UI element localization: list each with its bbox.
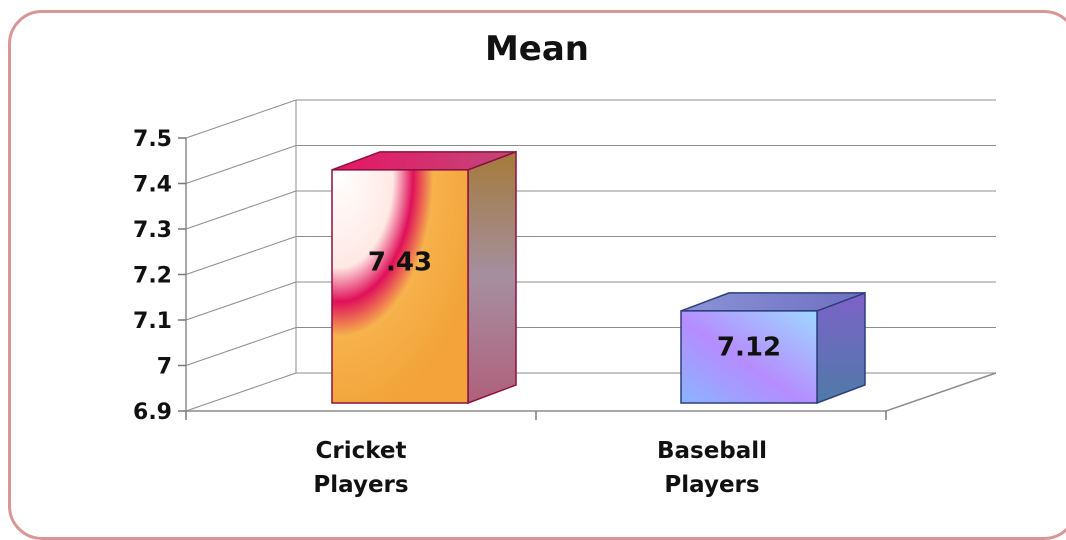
y-tick-label: 7.3	[133, 218, 172, 243]
gridline	[185, 327, 297, 366]
floor-edge	[885, 372, 997, 412]
bar-side	[816, 291, 866, 405]
gridline	[185, 190, 297, 230]
bar-baseball-players: 7.12	[680, 291, 866, 405]
gridline	[185, 236, 297, 275]
x-category-label: Cricket Players	[313, 438, 408, 498]
y-tick-label: 7	[157, 355, 172, 380]
bar-front	[680, 310, 818, 404]
bar-side	[467, 150, 517, 405]
chart-title: Mean	[485, 29, 589, 69]
gridline	[185, 99, 297, 139]
y-tick-label: 7.1	[133, 309, 172, 334]
bar-front	[331, 169, 469, 404]
gridline	[185, 372, 297, 412]
gridline	[185, 281, 297, 321]
data-label: 7.43	[368, 248, 432, 278]
data-label: 7.12	[717, 333, 781, 363]
y-tick-label: 7.4	[133, 173, 172, 198]
x-axis-labels: Cricket Players Baseball Players	[313, 438, 767, 498]
y-tick-label: 7.5	[133, 127, 172, 152]
axes	[185, 100, 997, 420]
bar-cricket-players: 7.43	[331, 150, 517, 405]
gridline	[185, 145, 297, 184]
bars: 7.43 7.12	[331, 150, 866, 405]
x-category-label: Baseball Players	[657, 438, 767, 498]
y-axis-ticks: 6.9 7 7.1 7.2 7.3 7.4 7.5	[133, 127, 186, 425]
mean-bar-chart: Mean 6.9 7 7.1 7.2 7.3 7.4 7.5 7.43 7.12 Cricke…	[133, 29, 997, 498]
y-tick-label: 7.2	[133, 264, 172, 289]
y-tick-label: 6.9	[133, 400, 172, 425]
gridlines	[185, 99, 996, 412]
